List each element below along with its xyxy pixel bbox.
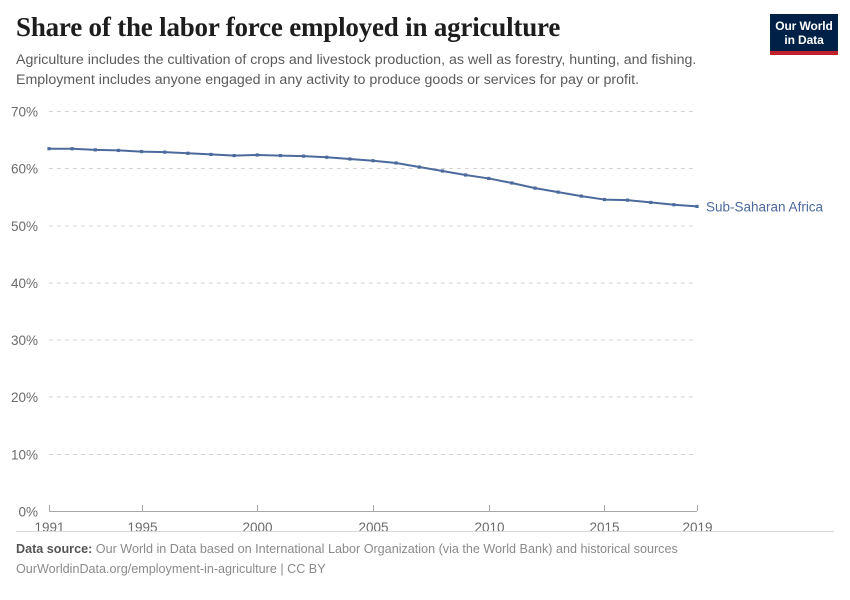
x-axis-label: 1991 — [34, 520, 64, 535]
series-data-point[interactable] — [463, 173, 468, 177]
page-title: Share of the labor force employed in agr… — [16, 12, 561, 42]
data-source-line: Data source: Our World in Data based on … — [16, 540, 796, 560]
series-data-point[interactable] — [649, 200, 653, 205]
license-line[interactable]: OurWorldinData.org/employment-in-agricul… — [16, 561, 326, 576]
x-axis-label: 2015 — [589, 520, 619, 535]
series-data-point[interactable] — [487, 176, 491, 181]
series-label-sub-saharan-africa[interactable]: Sub-Saharan Africa — [706, 199, 824, 214]
series-data-point[interactable] — [625, 198, 630, 202]
series-data-point[interactable] — [579, 194, 583, 198]
chart-plot-area: 0% 10% 20% 30% 40% 50% 60% 70% 1991 1995 2000 2005 2… — [0, 92, 850, 537]
series-data-point[interactable] — [232, 153, 236, 158]
owid-logo[interactable]: Our World in Data — [770, 14, 838, 56]
y-axis-label: 60% — [11, 162, 38, 177]
series-data-point[interactable] — [440, 169, 445, 173]
series-data-point[interactable] — [672, 203, 676, 207]
series-data-point[interactable] — [255, 153, 259, 157]
y-axis-label: 70% — [11, 105, 38, 120]
y-axis-label: 50% — [11, 219, 38, 234]
series-data-point[interactable] — [695, 204, 699, 209]
series-line-sub-saharan-africa[interactable] — [48, 147, 698, 208]
series-data-point[interactable] — [186, 151, 190, 155]
line-chart: 0% 10% 20% 30% 40% 50% 60% 70% 1991 1995 2000 2005 2… — [11, 105, 824, 536]
x-axis-label: 2000 — [242, 520, 272, 535]
y-axis-label: 0% — [18, 505, 38, 520]
x-axis-label: 1995 — [127, 520, 157, 535]
series-data-point[interactable] — [139, 149, 144, 154]
series-data-point[interactable] — [325, 155, 329, 159]
y-axis-label: 10% — [11, 447, 38, 462]
series-data-point[interactable] — [163, 150, 167, 154]
series-data-point[interactable] — [602, 197, 607, 202]
chart-subtitle: Agriculture includes the cultivation of … — [16, 52, 697, 89]
footer-divider — [16, 531, 834, 532]
series-data-point[interactable] — [556, 190, 560, 194]
series-data-point[interactable] — [278, 153, 283, 158]
series-data-point[interactable] — [116, 148, 121, 153]
chart-header: Share of the labor force employed in agr… — [16, 12, 756, 90]
series-data-point[interactable] — [371, 159, 375, 163]
chart-footer: Data source: Our World in Data based on … — [16, 531, 834, 579]
series-data-point[interactable] — [93, 148, 97, 152]
series-data-point[interactable] — [301, 154, 306, 158]
series-data-point[interactable] — [47, 147, 51, 151]
x-axis-label: 2005 — [358, 520, 388, 535]
series-data-point[interactable] — [209, 152, 213, 157]
series-data-point[interactable] — [533, 186, 537, 190]
series-data-point[interactable] — [394, 161, 398, 165]
x-axis-label: 2010 — [474, 520, 504, 535]
y-axis-label: 30% — [11, 333, 38, 348]
x-axis-label: 2019 — [682, 520, 712, 535]
y-axis-label: 40% — [11, 276, 38, 291]
series-data-point[interactable] — [417, 165, 421, 169]
series-data-point[interactable] — [70, 147, 74, 151]
owid-logo-line-1: Our World — [775, 19, 833, 33]
data-source-text: Our World in Data based on International… — [95, 542, 678, 556]
series-data-point[interactable] — [510, 181, 514, 185]
data-source-label: Data source: — [16, 542, 93, 556]
series-data-point[interactable] — [348, 157, 352, 161]
owid-logo-line-2: in Data — [784, 33, 824, 48]
y-axis-label: 20% — [11, 390, 38, 405]
